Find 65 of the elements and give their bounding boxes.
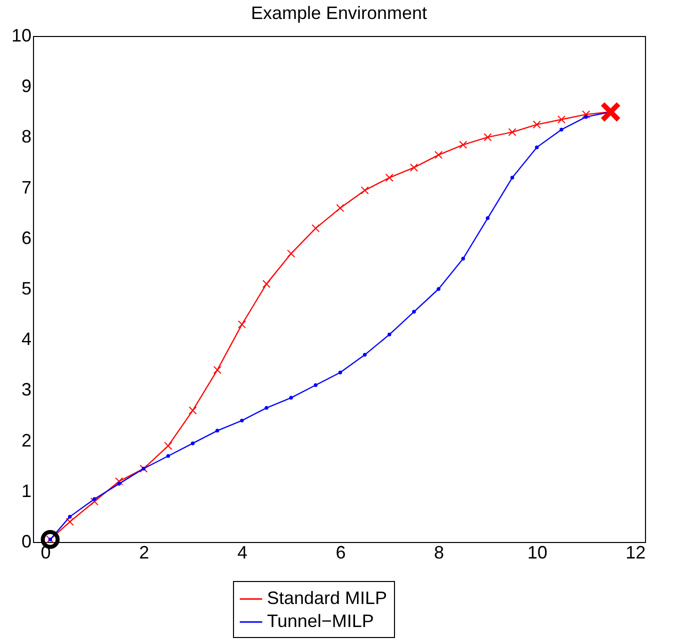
y-tick-label: 10 — [11, 26, 32, 46]
point — [534, 145, 539, 150]
legend-label: Tunnel−MILP — [267, 611, 374, 631]
point — [312, 224, 320, 232]
point — [582, 110, 590, 118]
point — [68, 514, 72, 519]
point — [600, 101, 621, 122]
point — [117, 482, 121, 486]
y-tick-label: 3 — [21, 380, 32, 400]
point — [164, 442, 172, 450]
point — [557, 115, 566, 124]
point — [287, 250, 296, 258]
y-tick-label: 7 — [21, 177, 32, 198]
y-tick-label: 1 — [21, 480, 32, 501]
point — [510, 176, 514, 180]
point — [262, 280, 271, 288]
point — [48, 538, 52, 542]
point — [66, 518, 74, 526]
y-tick-label: 4 — [21, 329, 32, 350]
point — [508, 128, 516, 136]
point — [560, 128, 564, 132]
point — [114, 477, 124, 486]
point — [90, 497, 98, 506]
point — [436, 287, 440, 291]
point — [360, 186, 369, 194]
x-tick-label: 2 — [139, 542, 150, 562]
point — [461, 256, 465, 261]
x-tick-label: 8 — [434, 542, 444, 562]
point — [314, 383, 318, 388]
point — [362, 352, 367, 357]
y-tick-label: 5 — [21, 278, 32, 298]
point — [215, 428, 220, 433]
point — [190, 441, 195, 446]
point — [142, 466, 146, 470]
y-tick-label: 9 — [21, 76, 32, 96]
point — [238, 320, 246, 328]
point — [484, 133, 492, 142]
x-tick-label: 4 — [237, 542, 248, 562]
point — [240, 418, 244, 422]
point — [92, 497, 96, 501]
point — [336, 204, 344, 212]
point — [213, 366, 222, 374]
point — [264, 406, 268, 410]
point — [486, 216, 490, 220]
y-tick-label: 2 — [21, 430, 32, 450]
point — [410, 164, 418, 172]
point — [412, 310, 416, 314]
point — [459, 140, 468, 149]
chart-title: Example Environment — [250, 3, 428, 23]
point — [385, 174, 394, 182]
x-tick-label: 6 — [336, 542, 346, 562]
point — [532, 120, 541, 129]
point — [434, 150, 443, 159]
point — [338, 370, 342, 374]
x-tick-label: 12 — [626, 542, 646, 562]
point — [188, 406, 197, 414]
legend-label: Standard MILP — [267, 588, 388, 608]
point — [166, 454, 170, 458]
point — [584, 115, 588, 119]
x-tick-label: 10 — [527, 542, 548, 562]
point — [388, 332, 392, 336]
point — [289, 396, 293, 400]
y-tick-label: 6 — [21, 228, 32, 248]
y-tick-label: 8 — [21, 126, 32, 147]
point — [140, 464, 148, 473]
